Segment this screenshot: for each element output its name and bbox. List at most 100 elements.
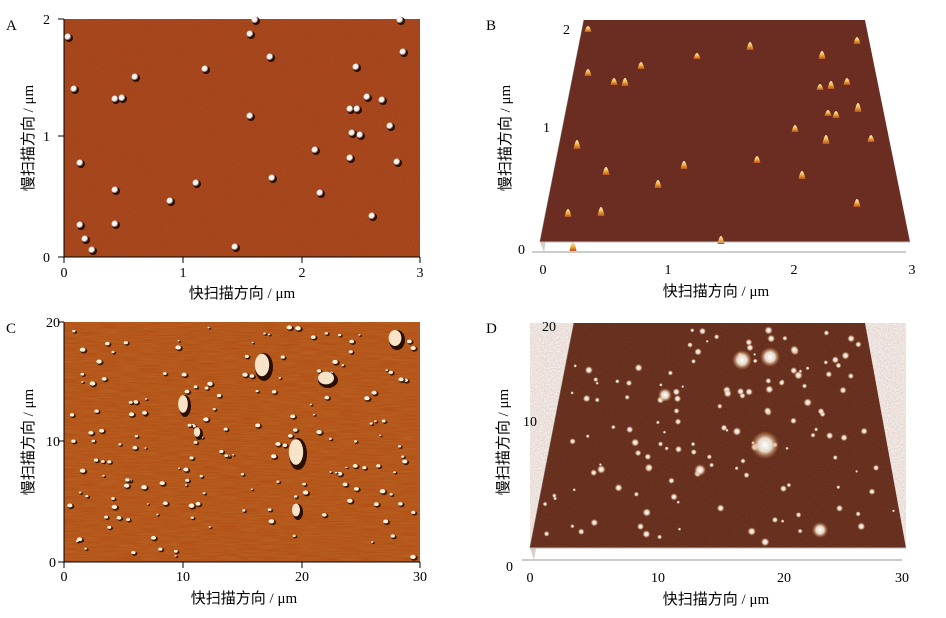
speck xyxy=(132,445,138,450)
speck xyxy=(275,441,281,446)
peak xyxy=(693,53,701,59)
feature xyxy=(860,427,868,435)
speck xyxy=(371,541,374,543)
feature xyxy=(765,377,772,384)
panel-c-label: C xyxy=(6,321,16,337)
feature xyxy=(590,469,598,477)
feature xyxy=(786,482,792,488)
feature xyxy=(672,388,681,396)
feature xyxy=(655,420,660,425)
panel-b-xtick-3: 3 xyxy=(909,263,916,278)
speck xyxy=(216,393,222,398)
feature xyxy=(667,370,674,376)
speck xyxy=(187,423,192,427)
panel-c-xtick-30: 30 xyxy=(413,570,427,585)
feature xyxy=(662,430,667,434)
cluster xyxy=(193,427,201,437)
speck xyxy=(204,386,209,390)
peak xyxy=(818,51,826,59)
speck xyxy=(75,540,79,543)
speck xyxy=(398,445,402,448)
speck xyxy=(286,325,292,330)
speck xyxy=(376,464,381,468)
speck xyxy=(144,447,147,449)
speck xyxy=(195,501,201,506)
feature xyxy=(790,345,799,354)
feature xyxy=(657,534,663,540)
feature xyxy=(572,488,576,492)
speck xyxy=(276,480,280,483)
feature xyxy=(855,469,859,473)
peak xyxy=(637,62,645,69)
speck xyxy=(410,554,416,559)
speck xyxy=(362,466,367,470)
peak xyxy=(573,140,581,149)
panel-b-ytick-1: 1 xyxy=(543,121,550,136)
speck xyxy=(398,377,404,382)
speck xyxy=(107,525,112,529)
speck xyxy=(364,396,370,401)
panel-a-xtick-0: 0 xyxy=(61,266,68,281)
speck xyxy=(353,440,358,443)
particle-highlight xyxy=(266,53,274,61)
speck xyxy=(219,449,224,454)
speck xyxy=(287,434,293,438)
speck xyxy=(328,437,332,440)
speck xyxy=(184,389,190,394)
feature xyxy=(713,334,720,340)
panel-a-xtick-2: 2 xyxy=(299,266,306,281)
feature xyxy=(803,398,813,407)
speck xyxy=(345,466,348,469)
speck xyxy=(189,456,194,460)
panel-c-xtick-10: 10 xyxy=(176,570,190,585)
speck xyxy=(199,475,203,478)
panel-c-xtick-0: 0 xyxy=(61,570,68,585)
feature xyxy=(745,338,753,346)
speck xyxy=(162,372,167,375)
particle-highlight xyxy=(246,112,254,120)
speck xyxy=(123,341,128,345)
feature xyxy=(625,379,633,387)
speck xyxy=(302,482,306,486)
feature xyxy=(614,378,620,384)
peak xyxy=(822,135,830,144)
speck xyxy=(177,339,180,342)
speck xyxy=(146,503,149,505)
speck xyxy=(379,489,386,494)
feature xyxy=(610,424,616,430)
particle-highlight xyxy=(111,95,119,103)
speck xyxy=(223,427,228,431)
speck xyxy=(175,345,181,350)
speck xyxy=(93,458,99,462)
cluster xyxy=(318,371,334,385)
feature xyxy=(823,330,830,336)
panel-b-xtick-2: 2 xyxy=(791,263,798,278)
feature xyxy=(836,485,841,490)
speck xyxy=(181,372,187,377)
panel-d-xtick-20: 20 xyxy=(777,571,791,586)
peak xyxy=(832,111,840,118)
speck xyxy=(104,515,109,519)
feature xyxy=(778,379,785,386)
peak xyxy=(746,42,754,50)
particle-highlight xyxy=(70,85,78,93)
speck xyxy=(347,498,353,503)
feature-cluster xyxy=(732,350,752,370)
speck xyxy=(310,335,316,339)
speck xyxy=(358,334,361,336)
speck xyxy=(312,413,316,416)
speck xyxy=(99,428,105,433)
speck xyxy=(111,504,118,510)
speck xyxy=(302,490,309,495)
feature xyxy=(634,363,643,372)
feature xyxy=(795,511,802,518)
cluster xyxy=(254,353,270,377)
feature xyxy=(670,493,678,501)
feature xyxy=(855,511,861,517)
speck xyxy=(212,408,216,411)
cluster xyxy=(388,330,402,346)
feature xyxy=(872,464,880,472)
speck xyxy=(379,434,382,437)
feature xyxy=(633,491,639,497)
feature xyxy=(752,358,758,364)
